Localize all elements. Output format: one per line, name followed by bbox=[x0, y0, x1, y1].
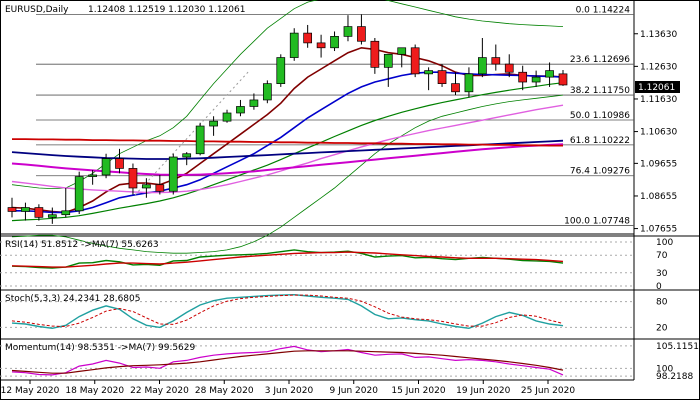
candle-bullish[interactable] bbox=[74, 176, 84, 212]
date-tick-label: 18 May 2020 bbox=[65, 386, 124, 396]
candle-bearish[interactable] bbox=[316, 42, 326, 49]
candle-bearish[interactable] bbox=[491, 57, 501, 65]
candle-bullish[interactable] bbox=[21, 207, 30, 212]
moving-average-line[interactable] bbox=[12, 138, 563, 147]
moving-average-layer bbox=[11, 46, 564, 222]
date-tick-label: 22 May 2020 bbox=[130, 386, 189, 396]
stoch-d-line[interactable] bbox=[11, 294, 564, 328]
indicator-tick-label: 0 bbox=[656, 282, 662, 292]
rsi-panel: 100 70 30 0 bbox=[0, 238, 673, 292]
fib-level-label: 76.4 1.09276 bbox=[570, 167, 630, 177]
moving-average-line[interactable] bbox=[11, 82, 564, 222]
indicator-tick-label: 30 bbox=[656, 269, 668, 279]
candle-bullish[interactable] bbox=[101, 158, 111, 176]
candle-bearish[interactable] bbox=[370, 40, 380, 68]
candle-bullish[interactable] bbox=[142, 184, 151, 189]
candle-bullish[interactable] bbox=[88, 174, 97, 177]
current-price-badge bbox=[635, 81, 680, 93]
candle-bullish[interactable] bbox=[262, 83, 272, 101]
candle-bullish[interactable] bbox=[249, 99, 259, 107]
candle-bullish[interactable] bbox=[424, 70, 433, 75]
fib-level-label: 61.8 1.10222 bbox=[570, 136, 630, 146]
date-tick-label: 19 Jun 2020 bbox=[456, 386, 510, 396]
candle-bearish[interactable] bbox=[303, 32, 313, 44]
candle-bullish[interactable] bbox=[195, 125, 205, 155]
candle-bearish[interactable] bbox=[34, 207, 44, 218]
price-tick-label: 1.09655 bbox=[640, 159, 677, 169]
price-axis: 1.13630 1.12630 1.11630 1.10630 1.09655 1.086… bbox=[634, 30, 677, 235]
fib-level-label: 23.6 1.12696 bbox=[570, 55, 630, 65]
candle-bearish[interactable] bbox=[357, 26, 366, 42]
indicator-tick-label: 98.2188 bbox=[656, 372, 693, 382]
chart-ohlc: 1.12408 1.12519 1.12030 1.12061 bbox=[88, 5, 245, 15]
candle-bullish[interactable] bbox=[61, 210, 71, 216]
price-tick-label: 1.12630 bbox=[640, 62, 677, 72]
candle-bullish[interactable] bbox=[397, 47, 407, 55]
candle-bullish[interactable] bbox=[289, 32, 299, 58]
stoch-panel: 80 20 bbox=[0, 293, 668, 333]
candle-bearish[interactable] bbox=[128, 168, 138, 189]
chart-symbol: EURUSD,Daily bbox=[5, 5, 69, 15]
candle-bullish[interactable] bbox=[47, 214, 57, 218]
indicator-tick-label: 70 bbox=[656, 251, 668, 261]
candle-bearish[interactable] bbox=[155, 184, 165, 192]
fib-level-label: 0.0 1.14224 bbox=[576, 5, 631, 15]
price-tick-label: 1.11630 bbox=[640, 95, 677, 105]
price-tick-label: 1.08655 bbox=[640, 192, 677, 202]
indicator-tick-label: 100 bbox=[656, 364, 673, 374]
candle-bearish[interactable] bbox=[504, 63, 514, 73]
candle-layer bbox=[7, 14, 568, 224]
date-tick-label: 3 Jun 2020 bbox=[265, 386, 314, 396]
price-tick-label: 1.07655 bbox=[640, 225, 677, 235]
price-tick-label: 1.13630 bbox=[640, 30, 677, 40]
candle-bullish[interactable] bbox=[222, 112, 232, 122]
momentum-label: Momentum(14) 98.5351 ->MA(7) 99.5629 bbox=[5, 343, 196, 353]
candle-bearish[interactable] bbox=[518, 71, 528, 83]
candle-bullish[interactable] bbox=[168, 156, 178, 192]
date-tick-label: 12 May 2020 bbox=[1, 386, 60, 396]
date-tick-label: 25 Jun 2020 bbox=[521, 386, 575, 396]
candle-bullish[interactable] bbox=[464, 73, 474, 93]
indicator-tick-label: 105.1151 bbox=[656, 342, 699, 352]
date-tick-label: 15 Jun 2020 bbox=[391, 386, 445, 396]
candle-bullish[interactable] bbox=[236, 106, 245, 114]
candle-bullish[interactable] bbox=[545, 70, 554, 78]
candle-bearish[interactable] bbox=[437, 70, 447, 84]
current-price-label: 1.12061 bbox=[638, 83, 675, 93]
momentum-ma-line[interactable] bbox=[11, 350, 564, 374]
fib-level-label: 38.2 1.11750 bbox=[570, 86, 630, 96]
candle-bearish[interactable] bbox=[451, 83, 460, 93]
candle-bullish[interactable] bbox=[478, 57, 487, 75]
candle-bullish[interactable] bbox=[276, 57, 286, 84]
candle-bullish[interactable] bbox=[383, 53, 393, 68]
candle-bearish[interactable] bbox=[7, 207, 17, 212]
candle-bullish[interactable] bbox=[343, 26, 353, 37]
indicator-tick-label: 80 bbox=[656, 298, 668, 308]
rsi-ma-line[interactable] bbox=[11, 251, 564, 268]
fib-level-label: 50.0 1.10986 bbox=[570, 111, 630, 121]
date-axis: 12 May 2020 18 May 2020 22 May 2020 28 May … bbox=[1, 380, 575, 396]
candle-bearish[interactable] bbox=[410, 47, 420, 75]
stoch-label: Stoch(5,3,3) 24.2341 28.6805 bbox=[5, 294, 140, 304]
indicator-tick-label: 20 bbox=[656, 323, 668, 333]
price-tick-label: 1.10630 bbox=[640, 128, 677, 138]
candle-bullish[interactable] bbox=[330, 36, 339, 49]
bollinger-lower-line[interactable] bbox=[11, 94, 564, 254]
date-tick-label: 28 May 2020 bbox=[195, 386, 254, 396]
candle-bearish[interactable] bbox=[558, 73, 568, 86]
candle-bearish[interactable] bbox=[115, 158, 124, 169]
candle-bullish[interactable] bbox=[531, 76, 541, 83]
indicator-tick-label: 100 bbox=[656, 238, 673, 248]
candle-bullish[interactable] bbox=[209, 120, 218, 127]
candle-bullish[interactable] bbox=[182, 153, 192, 158]
momentum-line[interactable] bbox=[11, 345, 564, 376]
fib-trend-line[interactable] bbox=[134, 69, 251, 196]
date-tick-label: 9 Jun 2020 bbox=[330, 386, 379, 396]
rsi-label: RSI(14) 51.8512 ->MA(7) 55.6263 bbox=[5, 240, 159, 250]
fib-level-label: 100.0 1.07748 bbox=[564, 217, 630, 227]
